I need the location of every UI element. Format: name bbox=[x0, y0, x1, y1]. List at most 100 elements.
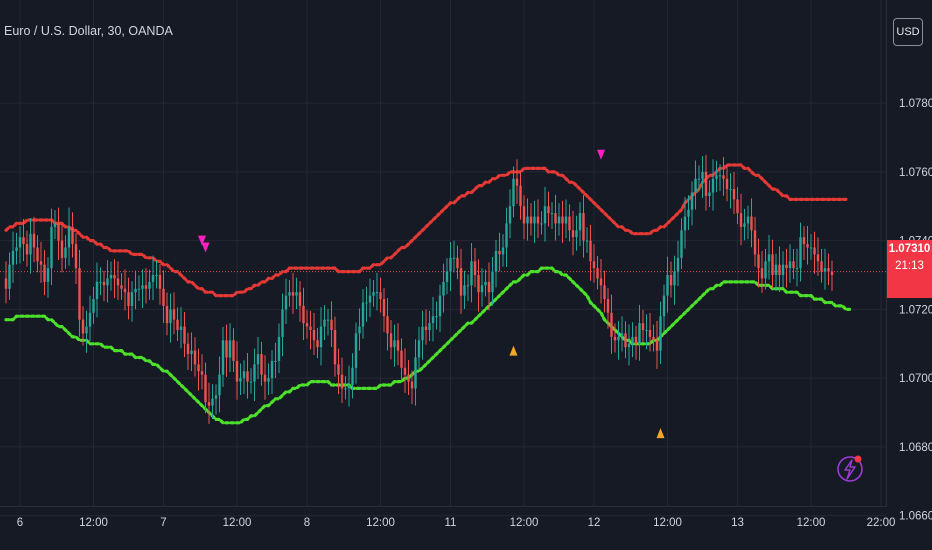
candle-body bbox=[277, 336, 281, 361]
candle-body bbox=[267, 378, 270, 382]
candle-body bbox=[613, 336, 617, 341]
candle-body bbox=[158, 275, 162, 289]
candle-body bbox=[627, 343, 631, 348]
y-tick-label: 1.06600 bbox=[899, 511, 932, 523]
candle-body bbox=[438, 295, 442, 317]
bar-countdown: 21:13 bbox=[895, 260, 924, 272]
candle-body bbox=[484, 281, 487, 286]
candle-body bbox=[463, 285, 466, 296]
candle-body bbox=[701, 171, 704, 179]
candle-body bbox=[722, 175, 725, 179]
candle-body bbox=[43, 264, 46, 282]
candle-body bbox=[739, 213, 743, 227]
candle-body bbox=[235, 360, 239, 382]
candle-body bbox=[792, 261, 795, 269]
candle-body bbox=[67, 226, 71, 248]
candle-body bbox=[60, 240, 64, 258]
candle-body bbox=[389, 333, 393, 348]
candle-body bbox=[347, 385, 351, 389]
candle-body bbox=[480, 285, 484, 293]
candle-body bbox=[522, 206, 526, 224]
candle-body bbox=[445, 271, 449, 282]
y-tick-label: 1.07800 bbox=[899, 98, 932, 110]
candle-body bbox=[179, 326, 183, 330]
lower-band-line bbox=[4, 266, 852, 425]
candle-body bbox=[543, 206, 547, 224]
candle-body bbox=[50, 226, 53, 269]
time-axis-separator bbox=[0, 506, 887, 507]
candle-body bbox=[414, 357, 417, 389]
candle-body bbox=[71, 226, 74, 245]
candle-body bbox=[498, 250, 501, 255]
candle-body bbox=[99, 281, 102, 283]
candle-body bbox=[424, 326, 428, 330]
candle-body bbox=[757, 254, 760, 269]
candle-body bbox=[193, 350, 197, 365]
candle-body bbox=[88, 312, 92, 327]
lightning-bolt-icon[interactable] bbox=[837, 455, 863, 482]
candle-body bbox=[288, 292, 291, 296]
candle-body bbox=[172, 309, 176, 320]
candle-body bbox=[11, 250, 15, 265]
candle-body bbox=[372, 292, 375, 296]
candle-body bbox=[743, 223, 746, 227]
x-axis[interactable]: 6 12:00 7 12:00 8 12:00 11 12:00 12 12:00 13 12:00 2… bbox=[17, 517, 896, 529]
candle-body bbox=[137, 288, 141, 290]
last-price-tag: 1.07310 21:13 bbox=[887, 240, 932, 298]
x-tick-label: 12:00 bbox=[510, 517, 539, 529]
last-price-value: 1.07310 bbox=[888, 243, 931, 255]
grid bbox=[0, 0, 886, 517]
y-axis[interactable]: 1.078001.076001.074001.072001.070001.068… bbox=[899, 98, 932, 523]
candle-body bbox=[386, 316, 389, 334]
y-tick-label: 1.07000 bbox=[899, 373, 932, 385]
candle-body bbox=[330, 319, 333, 330]
candle-body bbox=[64, 247, 67, 258]
candle-body bbox=[393, 340, 396, 348]
candle-body bbox=[610, 312, 613, 337]
candle-body bbox=[92, 299, 95, 313]
candle-body bbox=[771, 254, 774, 275]
x-tick-label: 13 bbox=[731, 517, 744, 529]
candle-body bbox=[575, 230, 578, 238]
candle-body bbox=[690, 192, 694, 210]
candle-body bbox=[827, 268, 830, 272]
candle-body bbox=[547, 206, 550, 214]
symbol-title[interactable]: Euro / U.S. Dollar, 30, OANDA bbox=[4, 24, 173, 38]
candle-body bbox=[774, 264, 778, 275]
candle-body bbox=[715, 175, 718, 179]
candle-body bbox=[95, 281, 99, 300]
sell-signal-triangle bbox=[198, 235, 206, 246]
candle-body bbox=[281, 309, 284, 337]
candle-body bbox=[666, 275, 669, 296]
y-tick-label: 1.06800 bbox=[899, 442, 932, 454]
candle-body bbox=[239, 378, 242, 382]
candle-body bbox=[333, 330, 337, 365]
candle-body bbox=[718, 175, 722, 177]
candle-body bbox=[78, 268, 81, 320]
candle-body bbox=[134, 288, 137, 293]
candle-body bbox=[396, 340, 400, 351]
candle-body bbox=[449, 257, 452, 272]
candle-body bbox=[32, 233, 36, 248]
candle-body bbox=[22, 237, 25, 245]
candle-body bbox=[169, 309, 172, 324]
currency-button[interactable]: USD bbox=[893, 18, 923, 46]
candle-body bbox=[382, 299, 386, 317]
candle-body bbox=[599, 278, 603, 286]
x-tick-label: 12 bbox=[588, 517, 601, 529]
candle-body bbox=[536, 216, 540, 224]
candle-body bbox=[788, 261, 792, 269]
candle-body bbox=[669, 275, 673, 286]
candle-body bbox=[750, 216, 753, 231]
candle-body bbox=[725, 178, 729, 190]
candle-body bbox=[645, 330, 648, 331]
candle-body bbox=[603, 285, 606, 300]
candle-body bbox=[431, 316, 435, 324]
candle-body bbox=[354, 333, 358, 368]
sell-signal-triangle bbox=[597, 149, 605, 160]
x-tick-label: 22:00 bbox=[867, 517, 896, 529]
candle-body bbox=[442, 281, 445, 296]
candle-body bbox=[358, 326, 361, 334]
